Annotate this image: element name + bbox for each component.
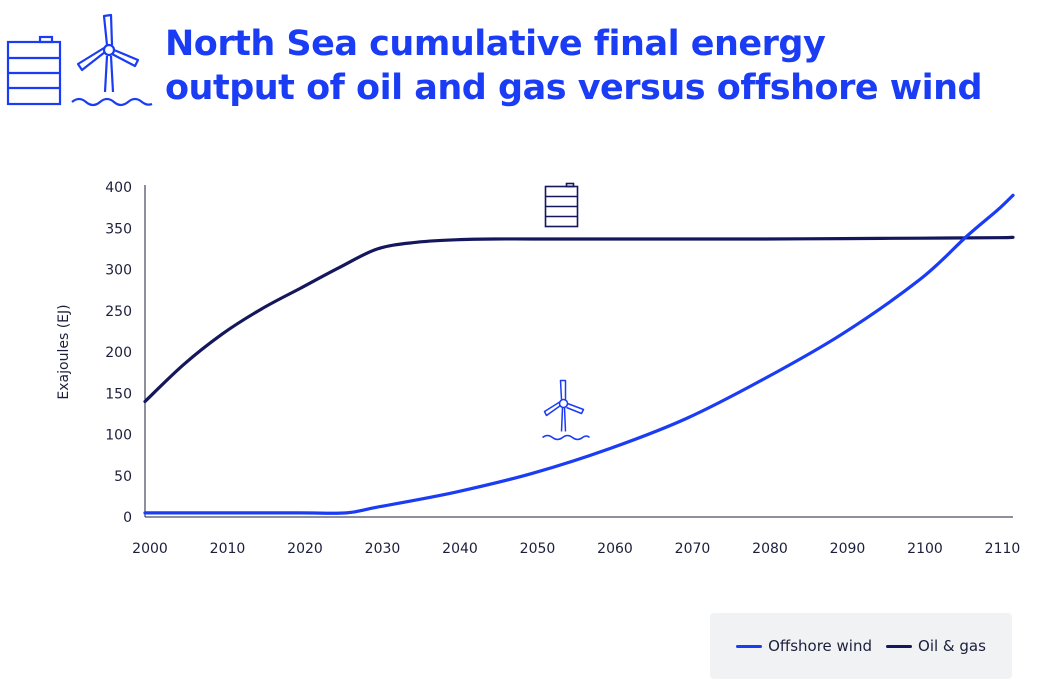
- x-tick-label: 2080: [752, 541, 788, 557]
- wind-turbine-icon: [71, 13, 153, 107]
- y-tick-label: 0: [123, 510, 132, 526]
- x-tick-label: 2060: [597, 541, 633, 557]
- legend-item-offshore-wind: Offshore wind: [736, 637, 872, 655]
- series-line-offshore-wind: [143, 193, 1015, 515]
- y-tick-label: 400: [105, 180, 132, 196]
- x-tick-label: 2030: [365, 541, 401, 557]
- y-tick-label: 50: [114, 469, 132, 485]
- x-tick-label: 2020: [287, 541, 323, 557]
- turbine-waves: [542, 434, 591, 441]
- y-tick-label: 200: [105, 345, 132, 361]
- legend-swatch-offshore-wind: [736, 644, 763, 648]
- x-tick-label: 2010: [210, 541, 246, 557]
- turbine-tower: [560, 407, 564, 432]
- y-tick-label: 350: [105, 221, 132, 237]
- oil-barrel-icon: [6, 35, 62, 106]
- legend-item-oil-gas: Oil & gas: [886, 637, 986, 655]
- series-icons: [542, 182, 591, 441]
- y-tick-label: 100: [105, 428, 132, 444]
- x-tick-label: 2000: [132, 541, 168, 557]
- header-icon-group: [6, 13, 153, 107]
- turbine-blade: [566, 402, 585, 415]
- chart-title-line1: North Sea cumulative final energy: [165, 24, 826, 64]
- y-axis-title: Exajoules (EJ): [56, 304, 72, 399]
- wind-turbine-icon: [542, 379, 591, 441]
- y-tick-label: 250: [105, 304, 132, 320]
- turbine-blade: [543, 400, 561, 417]
- chart-header: North Sea cumulative final energy output…: [0, 0, 1045, 130]
- chart-legend: Offshore wind Oil & gas: [710, 613, 1012, 679]
- legend-label-offshore-wind: Offshore wind: [768, 637, 873, 655]
- y-tick-label: 150: [105, 386, 132, 402]
- y-tick-label: 300: [105, 263, 132, 279]
- oil-barrel-icon: [544, 182, 579, 228]
- line-chart: 0 50 100 150 200 250 300 350 400 2000 2010 2020 203…: [56, 180, 1021, 557]
- turbine-tower: [563, 407, 567, 432]
- x-tick-label: 2100: [907, 541, 943, 557]
- series-line-oil-gas: [143, 235, 1015, 404]
- series-layer: [143, 193, 1015, 515]
- chart-title-line2: output of oil and gas versus offshore wi…: [165, 68, 983, 108]
- turbine-blade: [559, 379, 567, 400]
- turbine-hub: [558, 398, 569, 409]
- barrel-cap: [565, 182, 575, 188]
- legend-swatch-oil-gas: [886, 644, 913, 648]
- x-tick-label: 2050: [520, 541, 556, 557]
- x-axis: 2000 2010 2020 2030 2040 2050 2060 2070 2080 2090…: [132, 516, 1021, 557]
- chart-title: North Sea cumulative final energy output…: [165, 22, 983, 110]
- x-tick-label: 2110: [985, 541, 1021, 557]
- y-axis: 0 50 100 150 200 250 300 350 400: [105, 180, 146, 526]
- legend-label-oil-gas: Oil & gas: [918, 637, 986, 655]
- x-tick-label: 2040: [442, 541, 478, 557]
- x-tick-label: 2070: [675, 541, 711, 557]
- x-tick-label: 2090: [830, 541, 866, 557]
